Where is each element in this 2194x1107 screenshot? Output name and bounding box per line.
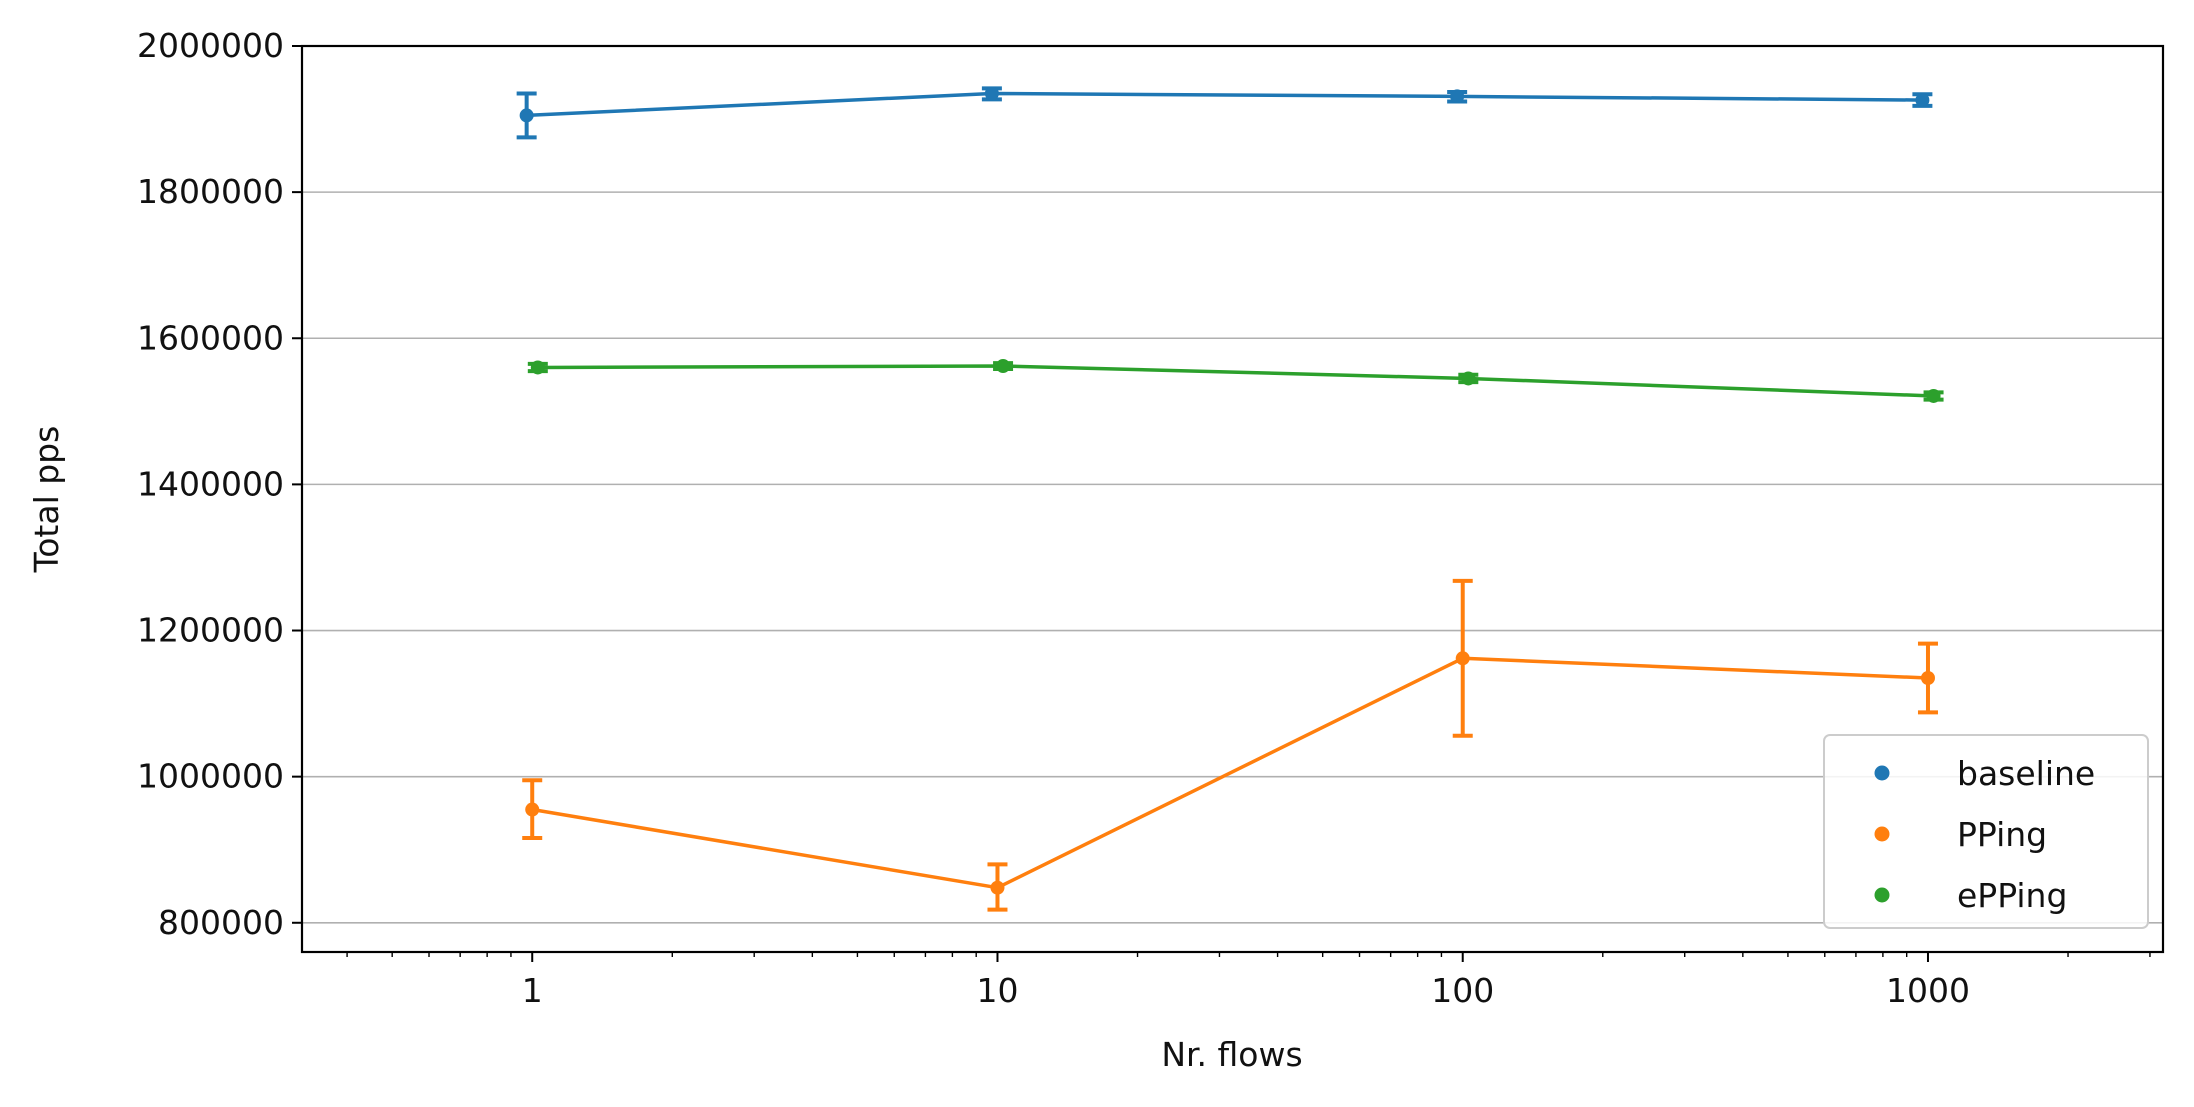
y-tick-label: 2000000 [137,26,284,65]
data-point [1926,388,1941,403]
series-baseline [516,86,1933,140]
series-line [537,364,1934,398]
data-point [530,360,545,375]
x-axis-label: Nr. flows [1161,1035,1302,1074]
legend-marker [1874,826,1890,842]
y-tick-label: 1800000 [137,172,284,211]
x-tick-label: 100 [1431,971,1494,1010]
axis-ticks: 800000 1000000 1200000 1400000 1600000 180000… [137,26,2151,1010]
x-tick-label: 1000 [1886,971,1970,1010]
legend-marker [1874,887,1890,903]
legend-box [1823,734,2149,929]
data-point [1455,651,1470,666]
x-tick-label: 1 [522,971,543,1010]
data-point [1920,671,1935,686]
data-point [525,802,540,817]
y-axis-label: Total pps [27,426,66,574]
series-line [531,656,1929,890]
data-point [1915,93,1930,108]
y-tick-label: 1000000 [137,757,284,796]
plot-area-frame [300,44,2165,954]
legend-label: ePPing [1957,876,2067,915]
y-tick-label: 800000 [158,903,284,942]
x-tick-label: 10 [976,971,1018,1010]
series-epping [527,359,1944,403]
data-point [519,108,534,123]
series-layer [516,86,1944,912]
data-point [990,880,1005,895]
data-point [1450,89,1465,104]
y-tick-label: 1600000 [137,318,284,357]
data-point [996,359,1011,374]
legend: baseline PPing ePPing [1823,734,2149,929]
legend-marker [1874,765,1890,781]
series-line [526,91,1923,118]
data-point [1461,371,1476,386]
legend-label: PPing [1957,815,2047,854]
data-point [984,86,999,101]
series-pping [522,578,1938,912]
legend-label: baseline [1957,754,2095,793]
y-tick-label: 1400000 [137,464,284,503]
y-tick-label: 1200000 [137,611,284,650]
